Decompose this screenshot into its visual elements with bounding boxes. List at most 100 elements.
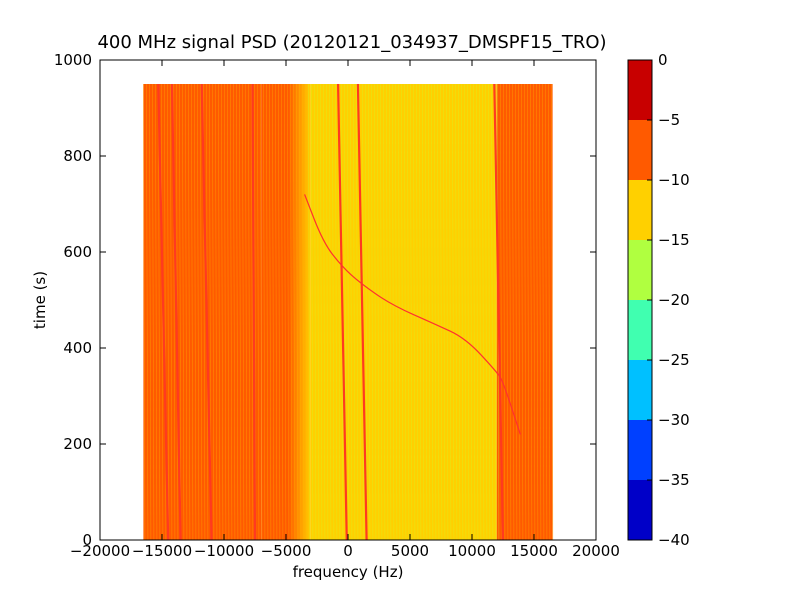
texture-line — [197, 83, 200, 541]
carrier-lines — [157, 83, 505, 541]
y-tick-label: 200 — [63, 435, 92, 453]
texture-line — [371, 83, 374, 541]
texture-line — [506, 83, 509, 541]
texture-line — [146, 83, 149, 541]
colorbar-tick-label: −10 — [658, 171, 690, 189]
colorbar-tick-label: 0 — [658, 51, 668, 69]
texture-line — [350, 83, 353, 541]
texture-line — [227, 83, 230, 541]
texture-line — [212, 83, 215, 541]
texture-line — [527, 83, 530, 541]
texture-line — [296, 83, 299, 541]
texture-line — [263, 83, 266, 541]
carrier-line — [493, 83, 505, 541]
doppler-curve — [304, 194, 521, 435]
texture-line — [398, 83, 401, 541]
texture-line — [548, 83, 551, 541]
colorbar-segment — [628, 480, 652, 540]
texture-line — [326, 83, 329, 541]
texture-line — [185, 83, 188, 541]
texture-line — [539, 83, 542, 541]
texture-line — [383, 83, 386, 541]
colorbar-segment — [628, 360, 652, 420]
texture-line — [275, 83, 278, 541]
texture-line — [416, 83, 419, 541]
texture-line — [305, 83, 308, 541]
texture-line — [299, 83, 302, 541]
texture-line — [236, 83, 239, 541]
psd-region — [496, 84, 553, 540]
texture-line — [392, 83, 395, 541]
texture-line — [191, 83, 194, 541]
texture-line — [170, 83, 173, 541]
texture-line — [551, 83, 554, 541]
texture-line — [524, 83, 527, 541]
colorbar-tick-label: −15 — [658, 231, 690, 249]
texture-line — [470, 83, 473, 541]
texture-line — [449, 83, 452, 541]
colorbar-tick-label: −25 — [658, 351, 690, 369]
texture-line — [182, 83, 185, 541]
colorbar-tick-label: −35 — [658, 471, 690, 489]
colorbar-segment — [628, 180, 652, 240]
texture-line — [149, 83, 152, 541]
texture-line — [218, 83, 221, 541]
colorbar-segment — [628, 300, 652, 360]
texture-line — [434, 83, 437, 541]
texture-line — [188, 83, 191, 541]
texture-line — [401, 83, 404, 541]
texture-line — [515, 83, 518, 541]
texture-line — [479, 83, 482, 541]
texture-line — [335, 83, 338, 541]
texture-line — [464, 83, 467, 541]
texture-line — [224, 83, 227, 541]
texture-line — [215, 83, 218, 541]
texture-line — [260, 83, 263, 541]
texture-line — [428, 83, 431, 541]
texture-line — [179, 83, 182, 541]
y-tick-label: 800 — [63, 147, 92, 165]
y-tick-label: 400 — [63, 339, 92, 357]
texture-line — [533, 83, 536, 541]
texture-line — [278, 83, 281, 541]
texture-line — [152, 83, 155, 541]
psd-region — [261, 84, 311, 540]
texture-line — [386, 83, 389, 541]
x-axis-label: frequency (Hz) — [293, 563, 404, 581]
texture-line — [518, 83, 521, 541]
texture-line — [494, 83, 497, 541]
texture-line — [482, 83, 485, 541]
texture-line — [536, 83, 539, 541]
texture-line — [155, 83, 158, 541]
y-axis-label: time (s) — [31, 271, 49, 329]
texture-line — [476, 83, 479, 541]
texture-line — [404, 83, 407, 541]
colorbar-segment — [628, 120, 652, 180]
texture-line — [356, 83, 359, 541]
texture-line — [542, 83, 545, 541]
x-tick-label: −10000 — [194, 542, 254, 560]
psd-region — [143, 84, 162, 540]
x-tick-label: 5000 — [391, 542, 429, 560]
texture-line — [266, 83, 269, 541]
y-axis: 0 200 400 600 800 1000 — [54, 51, 596, 549]
texture-line — [284, 83, 287, 541]
texture-line — [290, 83, 293, 541]
y-tick-label: 600 — [63, 243, 92, 261]
carrier-line — [251, 83, 257, 541]
texture-line — [521, 83, 524, 541]
texture-line — [251, 83, 254, 541]
texture-line — [473, 83, 476, 541]
carrier-line — [200, 83, 213, 541]
texture-line — [167, 83, 170, 541]
texture-line — [425, 83, 428, 541]
texture-line — [221, 83, 224, 541]
texture-line — [410, 83, 413, 541]
texture-line — [272, 83, 275, 541]
carrier-line — [356, 83, 368, 541]
x-tick-label: 15000 — [510, 542, 558, 560]
texture-line — [545, 83, 548, 541]
texture-line — [317, 83, 320, 541]
chart-title: 400 MHz signal PSD (20120121_034937_DMSP… — [97, 32, 606, 53]
x-axis: −20000 −15000 −10000 −5000 0 5000 10000 15000 20… — [70, 60, 620, 560]
